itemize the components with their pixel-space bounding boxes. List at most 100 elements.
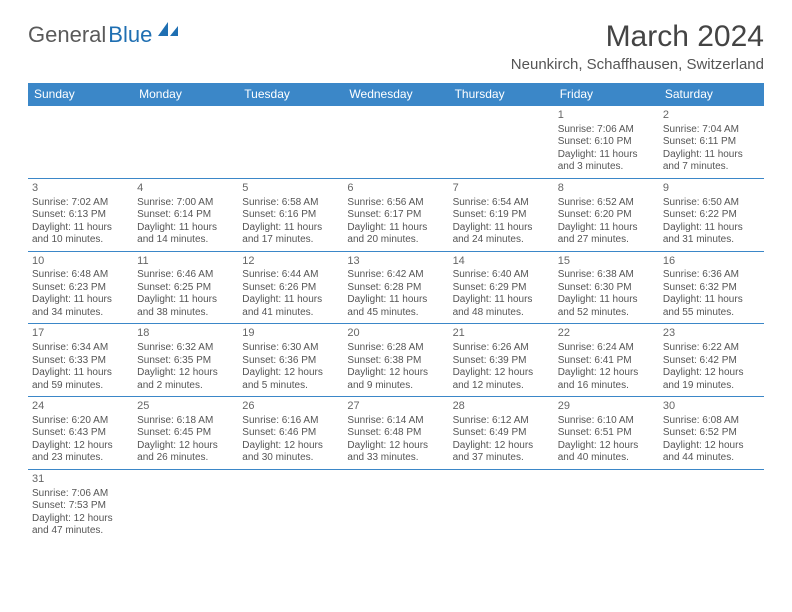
calendar-cell: 28Sunrise: 6:12 AMSunset: 6:49 PMDayligh…: [449, 397, 554, 470]
calendar-cell: [238, 106, 343, 179]
cell-line: Sunrise: 6:54 AM: [453, 197, 550, 210]
calendar-cell: 8Sunrise: 6:52 AMSunset: 6:20 PMDaylight…: [554, 178, 659, 251]
calendar-cell: 29Sunrise: 6:10 AMSunset: 6:51 PMDayligh…: [554, 397, 659, 470]
calendar-cell: 31Sunrise: 7:06 AMSunset: 7:53 PMDayligh…: [28, 469, 133, 541]
calendar-table: SundayMondayTuesdayWednesdayThursdayFrid…: [28, 83, 764, 542]
cell-line: and 40 minutes.: [558, 452, 655, 465]
weekday-header: Wednesday: [343, 83, 448, 106]
cell-line: Sunrise: 6:52 AM: [558, 197, 655, 210]
calendar-cell: 30Sunrise: 6:08 AMSunset: 6:52 PMDayligh…: [659, 397, 764, 470]
cell-line: Sunset: 6:43 PM: [32, 427, 129, 440]
cell-line: and 12 minutes.: [453, 380, 550, 393]
day-number: 11: [137, 255, 234, 269]
calendar-cell: 10Sunrise: 6:48 AMSunset: 6:23 PMDayligh…: [28, 251, 133, 324]
cell-line: Sunrise: 6:42 AM: [347, 269, 444, 282]
calendar-cell: 4Sunrise: 7:00 AMSunset: 6:14 PMDaylight…: [133, 178, 238, 251]
cell-line: Sunrise: 6:44 AM: [242, 269, 339, 282]
cell-line: Daylight: 11 hours: [558, 294, 655, 307]
cell-line: and 19 minutes.: [663, 380, 760, 393]
cell-line: Daylight: 11 hours: [242, 294, 339, 307]
cell-line: and 20 minutes.: [347, 234, 444, 247]
weekday-header: Sunday: [28, 83, 133, 106]
calendar-cell: 18Sunrise: 6:32 AMSunset: 6:35 PMDayligh…: [133, 324, 238, 397]
day-number: 28: [453, 400, 550, 414]
calendar-cell: 17Sunrise: 6:34 AMSunset: 6:33 PMDayligh…: [28, 324, 133, 397]
day-number: 5: [242, 182, 339, 196]
cell-line: and 47 minutes.: [32, 525, 129, 538]
cell-line: Sunrise: 7:00 AM: [137, 197, 234, 210]
calendar-cell: 26Sunrise: 6:16 AMSunset: 6:46 PMDayligh…: [238, 397, 343, 470]
calendar-cell: 16Sunrise: 6:36 AMSunset: 6:32 PMDayligh…: [659, 251, 764, 324]
cell-line: Sunset: 6:39 PM: [453, 355, 550, 368]
cell-line: Sunrise: 6:40 AM: [453, 269, 550, 282]
cell-line: Sunset: 6:33 PM: [32, 355, 129, 368]
cell-line: Sunset: 6:10 PM: [558, 136, 655, 149]
calendar-cell: 23Sunrise: 6:22 AMSunset: 6:42 PMDayligh…: [659, 324, 764, 397]
cell-line: Sunrise: 6:22 AM: [663, 342, 760, 355]
header: GeneralBlue March 2024 Neunkirch, Schaff…: [28, 20, 764, 73]
cell-line: and 17 minutes.: [242, 234, 339, 247]
cell-line: Daylight: 11 hours: [347, 294, 444, 307]
cell-line: Sunrise: 6:20 AM: [32, 415, 129, 428]
calendar-cell: [449, 106, 554, 179]
logo-text-general: General: [28, 22, 106, 48]
cell-line: Daylight: 12 hours: [558, 367, 655, 380]
day-number: 16: [663, 255, 760, 269]
day-number: 29: [558, 400, 655, 414]
cell-line: Sunrise: 6:26 AM: [453, 342, 550, 355]
cell-line: Daylight: 11 hours: [663, 222, 760, 235]
day-number: 18: [137, 327, 234, 341]
cell-line: Daylight: 12 hours: [663, 440, 760, 453]
day-number: 20: [347, 327, 444, 341]
calendar-cell: 13Sunrise: 6:42 AMSunset: 6:28 PMDayligh…: [343, 251, 448, 324]
calendar-cell: 21Sunrise: 6:26 AMSunset: 6:39 PMDayligh…: [449, 324, 554, 397]
calendar-cell: [28, 106, 133, 179]
cell-line: Sunrise: 6:58 AM: [242, 197, 339, 210]
day-number: 26: [242, 400, 339, 414]
cell-line: and 23 minutes.: [32, 452, 129, 465]
cell-line: Daylight: 12 hours: [347, 367, 444, 380]
cell-line: Sunset: 6:46 PM: [242, 427, 339, 440]
calendar-cell: [659, 469, 764, 541]
cell-line: Daylight: 11 hours: [137, 222, 234, 235]
cell-line: Sunset: 6:23 PM: [32, 282, 129, 295]
cell-line: Sunset: 6:11 PM: [663, 136, 760, 149]
cell-line: Sunrise: 6:50 AM: [663, 197, 760, 210]
cell-line: Sunset: 6:32 PM: [663, 282, 760, 295]
cell-line: Sunset: 6:35 PM: [137, 355, 234, 368]
cell-line: Sunset: 6:14 PM: [137, 209, 234, 222]
cell-line: Daylight: 11 hours: [663, 294, 760, 307]
cell-line: Daylight: 12 hours: [32, 513, 129, 526]
cell-line: and 30 minutes.: [242, 452, 339, 465]
cell-line: Sunrise: 7:02 AM: [32, 197, 129, 210]
cell-line: and 38 minutes.: [137, 307, 234, 320]
cell-line: Sunrise: 7:06 AM: [558, 124, 655, 137]
cell-line: Daylight: 12 hours: [137, 367, 234, 380]
weekday-header: Saturday: [659, 83, 764, 106]
cell-line: Daylight: 11 hours: [137, 294, 234, 307]
calendar-cell: 2Sunrise: 7:04 AMSunset: 6:11 PMDaylight…: [659, 106, 764, 179]
calendar-cell: 3Sunrise: 7:02 AMSunset: 6:13 PMDaylight…: [28, 178, 133, 251]
cell-line: Sunrise: 6:34 AM: [32, 342, 129, 355]
cell-line: Sunrise: 7:06 AM: [32, 488, 129, 501]
calendar-cell: 22Sunrise: 6:24 AMSunset: 6:41 PMDayligh…: [554, 324, 659, 397]
weekday-header: Monday: [133, 83, 238, 106]
cell-line: Daylight: 11 hours: [242, 222, 339, 235]
cell-line: and 31 minutes.: [663, 234, 760, 247]
calendar-cell: 14Sunrise: 6:40 AMSunset: 6:29 PMDayligh…: [449, 251, 554, 324]
calendar-cell: [343, 469, 448, 541]
cell-line: and 33 minutes.: [347, 452, 444, 465]
calendar-cell: 25Sunrise: 6:18 AMSunset: 6:45 PMDayligh…: [133, 397, 238, 470]
cell-line: and 48 minutes.: [453, 307, 550, 320]
cell-line: Sunset: 6:29 PM: [453, 282, 550, 295]
cell-line: Daylight: 12 hours: [242, 440, 339, 453]
cell-line: Sunrise: 6:32 AM: [137, 342, 234, 355]
cell-line: and 37 minutes.: [453, 452, 550, 465]
location: Neunkirch, Schaffhausen, Switzerland: [511, 56, 764, 73]
day-number: 30: [663, 400, 760, 414]
cell-line: Sunrise: 6:30 AM: [242, 342, 339, 355]
day-number: 15: [558, 255, 655, 269]
cell-line: Sunset: 6:42 PM: [663, 355, 760, 368]
cell-line: Sunrise: 6:46 AM: [137, 269, 234, 282]
cell-line: and 7 minutes.: [663, 161, 760, 174]
